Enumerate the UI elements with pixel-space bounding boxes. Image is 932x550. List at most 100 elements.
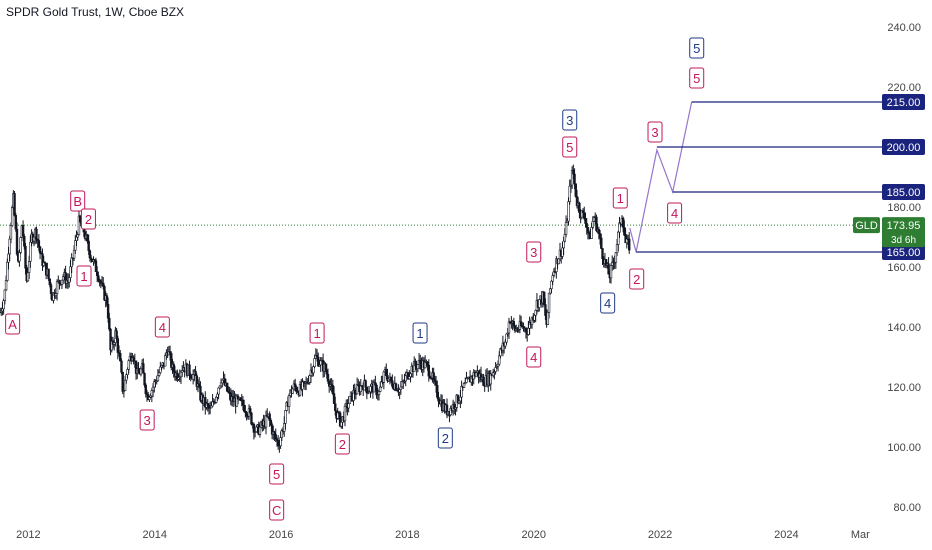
candle-body bbox=[225, 382, 229, 392]
candle-body bbox=[365, 386, 369, 394]
candle-body bbox=[386, 375, 389, 382]
candle-body bbox=[618, 222, 621, 233]
candle-body bbox=[153, 381, 156, 388]
candle-body bbox=[60, 279, 64, 285]
candle-body bbox=[210, 405, 213, 409]
candle-body bbox=[437, 396, 440, 402]
wave-label-box bbox=[667, 202, 683, 224]
candle-body bbox=[391, 380, 394, 387]
candle-body bbox=[573, 173, 576, 185]
candle-body bbox=[419, 359, 422, 364]
candle-body bbox=[55, 281, 59, 294]
candle-body bbox=[366, 392, 370, 394]
candle-body bbox=[507, 321, 511, 334]
candle-body bbox=[106, 304, 110, 319]
candle-body bbox=[326, 373, 330, 382]
candle-body bbox=[382, 371, 386, 383]
wave-label-box bbox=[309, 322, 325, 344]
candle-body bbox=[102, 282, 105, 287]
symbol-badge bbox=[853, 217, 880, 234]
candle-body bbox=[179, 371, 183, 378]
candle-body bbox=[68, 277, 71, 283]
candle-body bbox=[194, 370, 197, 377]
candle-body bbox=[219, 382, 223, 387]
candle-body bbox=[115, 330, 118, 339]
candle-body bbox=[312, 366, 315, 374]
candle-body bbox=[3, 289, 7, 302]
target-price-badge bbox=[882, 139, 925, 155]
wave-label-box bbox=[562, 136, 578, 158]
wave-label: 2 bbox=[633, 272, 640, 287]
candle-body bbox=[75, 236, 78, 241]
candle-body bbox=[97, 275, 100, 281]
x-tick-label: 2014 bbox=[143, 529, 167, 541]
candle-body bbox=[164, 355, 167, 367]
candle-body bbox=[191, 374, 195, 380]
candle-body bbox=[615, 244, 619, 254]
wave-label-box bbox=[600, 292, 616, 314]
candle-body bbox=[533, 315, 536, 321]
wave-label-box bbox=[269, 499, 285, 521]
wave-label: 2 bbox=[339, 437, 346, 452]
candle-body bbox=[498, 355, 501, 365]
wave-label-box bbox=[526, 241, 542, 263]
wave-label-box bbox=[689, 37, 705, 59]
y-tick-label: 180.00 bbox=[887, 202, 921, 214]
candle-body bbox=[143, 373, 146, 386]
last-price-badge bbox=[882, 217, 925, 248]
wave-label: C bbox=[272, 503, 281, 518]
candle-body bbox=[49, 284, 53, 294]
candle-body bbox=[426, 362, 429, 366]
candle-body bbox=[600, 237, 603, 249]
chart-title: SPDR Gold Trust, 1W, Cboe BZX bbox=[6, 5, 185, 19]
projection-path bbox=[629, 101, 693, 253]
candle-body bbox=[4, 280, 8, 291]
candle-body bbox=[400, 381, 404, 388]
candle-body bbox=[157, 372, 161, 376]
wave-label: 4 bbox=[671, 206, 678, 221]
candle-body bbox=[584, 218, 587, 224]
candle-body bbox=[121, 371, 124, 392]
candle-body bbox=[377, 391, 381, 395]
wave-label-box bbox=[437, 427, 453, 449]
candle-body bbox=[332, 393, 336, 404]
candle-body bbox=[122, 390, 126, 392]
target-price-badge bbox=[882, 244, 925, 260]
candle-body bbox=[445, 404, 449, 416]
candle-body bbox=[10, 207, 14, 227]
candle-body bbox=[26, 272, 30, 282]
candle-body bbox=[340, 421, 343, 427]
candle-body bbox=[116, 338, 120, 353]
x-tick-label: 2018 bbox=[395, 529, 419, 541]
candle-body bbox=[572, 169, 575, 175]
candle-body bbox=[18, 252, 21, 262]
candle-body bbox=[546, 312, 550, 325]
candle-body bbox=[428, 375, 432, 379]
candle-body bbox=[61, 276, 65, 281]
candle-body bbox=[255, 426, 258, 432]
wave-label: 3 bbox=[144, 413, 151, 428]
wave-label: 1 bbox=[80, 269, 87, 284]
candle-body bbox=[369, 386, 372, 393]
candle-body bbox=[181, 370, 184, 373]
candle-body bbox=[105, 295, 109, 305]
wave-label-box bbox=[412, 322, 428, 344]
candle-body bbox=[250, 412, 253, 425]
candle-body bbox=[120, 360, 123, 373]
candle-body bbox=[74, 240, 77, 251]
candle-body bbox=[453, 403, 456, 410]
wave-label-box bbox=[629, 268, 645, 290]
candle-body bbox=[408, 376, 411, 380]
candle-body bbox=[291, 388, 294, 394]
candle-body bbox=[561, 247, 564, 257]
candle-body bbox=[609, 265, 613, 279]
x-tick-label: 2024 bbox=[774, 529, 798, 541]
target-price-label: 185.00 bbox=[887, 187, 921, 199]
candle-body bbox=[334, 403, 337, 412]
candle-body bbox=[534, 310, 537, 316]
wave-label: 3 bbox=[566, 113, 573, 128]
candle-body bbox=[614, 252, 618, 263]
candle-body bbox=[13, 193, 16, 216]
candle-body bbox=[7, 253, 10, 263]
